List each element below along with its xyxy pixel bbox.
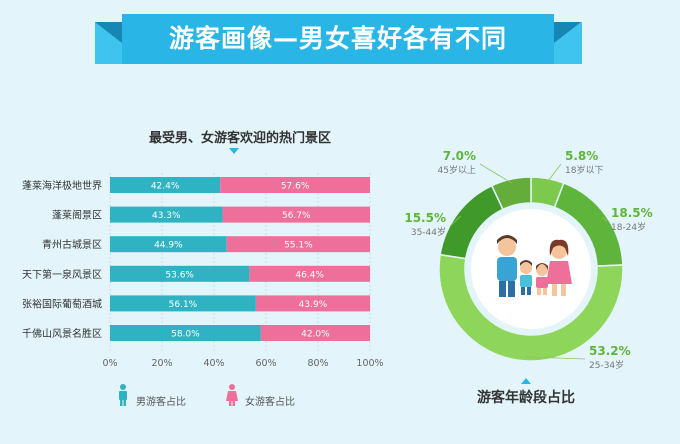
donut-slice-percent: 15.5%: [404, 211, 446, 225]
father-head-icon: [498, 238, 516, 256]
bar-male-value-label: 44.9%: [154, 241, 183, 251]
category-label: 千佛山风景名胜区: [22, 327, 102, 340]
x-tick-label: 80%: [307, 358, 328, 369]
bar-female: [220, 177, 370, 193]
banner: [122, 14, 554, 64]
bar-male: [110, 236, 227, 253]
category-label: 蓬莱海洋极地世界: [22, 179, 102, 192]
category-label: 青州古城景区: [42, 238, 102, 251]
mother-hair-icon: [549, 239, 569, 256]
boy-head-icon: [520, 262, 532, 274]
donut-leader-line: [526, 356, 586, 360]
father-hair-icon: [497, 235, 517, 244]
bar-male: [110, 325, 261, 341]
bar-male-value-label: 53.6%: [165, 270, 194, 280]
donut-leader-line: [449, 215, 461, 227]
donut-slice-percent: 53.2%: [589, 344, 631, 358]
donut-slice-label: 18岁以下: [565, 164, 603, 176]
donut-leader-line: [602, 217, 608, 222]
donut-slice-label: 18-24岁: [611, 221, 646, 233]
bar-female-value-label: 56.7%: [282, 211, 311, 221]
x-tick-label: 0%: [102, 358, 117, 369]
bar-female-value-label: 57.6%: [281, 182, 310, 192]
mother-body-icon: [546, 261, 572, 284]
age-donut-chart: 5.8%18岁以下 18.5%18-24岁 53.2%25-34岁 15.5%35-4…: [404, 149, 652, 371]
donut-slice-percent: 18.5%: [611, 206, 653, 220]
bar-female: [249, 265, 370, 282]
bar-chart-title-arrow-icon: [229, 148, 239, 154]
category-label: 张裕国际葡萄酒城: [22, 297, 102, 310]
girl-head-icon: [536, 264, 548, 276]
bar-female: [226, 236, 370, 253]
x-tick-label: 40%: [203, 358, 224, 369]
donut-title-arrow-icon: [521, 378, 531, 384]
banner-fold-right: [554, 22, 581, 43]
donut-slice-label: 35-44岁: [411, 226, 446, 238]
bar-male-value-label: 56.1%: [169, 300, 198, 310]
x-tick-label: 60%: [255, 358, 276, 369]
donut-slice-label: 45岁以上: [438, 164, 476, 176]
family-illustration: [497, 235, 572, 297]
bar-female: [260, 325, 370, 341]
donut-leader-line: [479, 163, 513, 184]
bar-male-value-label: 43.3%: [152, 211, 181, 221]
male-legend-icon: [119, 384, 127, 406]
bar-male: [110, 265, 250, 282]
father-body-icon: [497, 257, 517, 281]
donut-slice: [438, 253, 624, 362]
legend-male-label: 男游客占比: [136, 397, 186, 408]
girl-body-icon: [536, 277, 548, 288]
stacked-bar-chart: 0% 20% 40% 60% 80% 100% 42.4% 57.6% 蓬莱海洋极地世界 43.3…: [22, 173, 384, 369]
bar-male-value-label: 58.0%: [171, 330, 200, 340]
bar-chart-title: 最受男、女游客欢迎的热门景区: [148, 131, 331, 146]
female-legend-icon: [226, 384, 238, 406]
bar-female-value-label: 46.4%: [295, 270, 324, 280]
bar-female: [222, 206, 370, 223]
mother-head-icon: [551, 243, 567, 259]
donut-chart-title: 游客年龄段占比: [477, 390, 575, 406]
bar-female: [255, 295, 370, 312]
banner-title: 游客画像—男女喜好各有不同: [168, 24, 507, 53]
x-tick-label: 20%: [151, 358, 172, 369]
bar-male: [110, 206, 223, 223]
bar-male: [110, 177, 221, 193]
donut-leader-line: [546, 163, 562, 183]
donut-slice-percent: 7.0%: [443, 149, 476, 163]
donut-slice-label: 25-34岁: [589, 359, 624, 371]
bar-female-value-label: 55.1%: [284, 241, 313, 251]
donut-slice-percent: 5.8%: [565, 149, 598, 163]
category-label: 天下第一泉风景区: [22, 268, 102, 281]
bar-female-value-label: 43.9%: [299, 300, 328, 310]
legend-female-label: 女游客占比: [245, 397, 295, 408]
bar-male-value-label: 42.4%: [151, 182, 180, 192]
bar-male: [110, 295, 256, 312]
donut-slice: [490, 176, 532, 211]
boy-body-icon: [520, 275, 532, 287]
bar-female-value-label: 42.0%: [301, 330, 330, 340]
banner-fold-left: [95, 22, 122, 43]
category-label: 蓬莱阁景区: [52, 209, 102, 222]
x-tick-label: 100%: [356, 358, 383, 369]
